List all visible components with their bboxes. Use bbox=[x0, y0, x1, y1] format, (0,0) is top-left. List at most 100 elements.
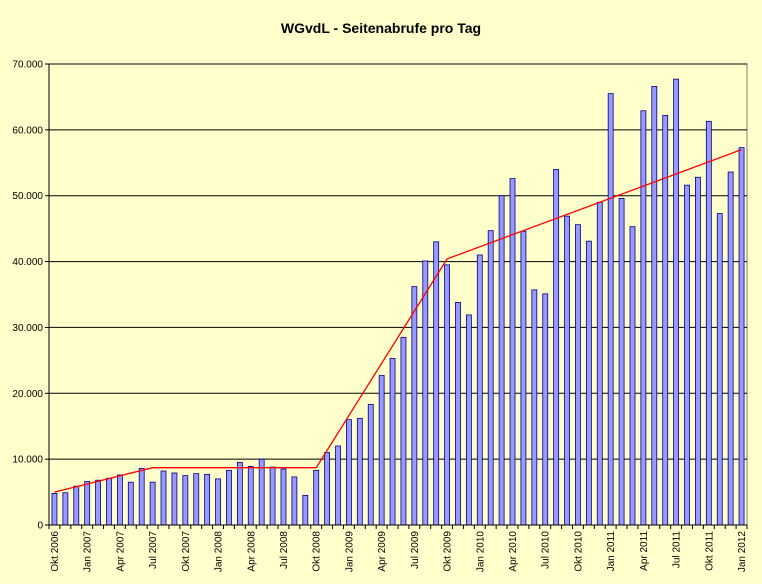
bar bbox=[705, 120, 712, 526]
bar bbox=[346, 419, 352, 526]
x-tick-label: Okt 2006 bbox=[50, 531, 61, 572]
bar bbox=[127, 481, 134, 526]
bar bbox=[335, 445, 341, 526]
bar bbox=[84, 481, 91, 526]
bar bbox=[433, 241, 440, 526]
bar bbox=[313, 469, 320, 526]
bar bbox=[684, 184, 690, 526]
x-tick-label: Jul 2011 bbox=[672, 531, 683, 569]
bar bbox=[280, 468, 287, 526]
bar bbox=[389, 357, 396, 526]
bar bbox=[367, 404, 374, 526]
x-tick-label: Jan 2011 bbox=[606, 531, 617, 572]
bar bbox=[422, 260, 429, 526]
bar bbox=[73, 485, 80, 526]
x-tick-label: Okt 2011 bbox=[704, 531, 715, 571]
bar bbox=[575, 224, 581, 526]
bar bbox=[193, 473, 200, 526]
bar bbox=[640, 110, 647, 526]
chart-title: WGvdL - Seitenabrufe pro Tag bbox=[280, 20, 482, 36]
bar bbox=[236, 462, 243, 526]
bar bbox=[651, 85, 658, 526]
x-tick-label: Apr 2010 bbox=[508, 531, 519, 572]
x-tick-label: Jan 2008 bbox=[214, 531, 225, 573]
bar bbox=[585, 240, 592, 526]
bar bbox=[215, 478, 221, 526]
bar bbox=[138, 467, 145, 526]
bar bbox=[324, 452, 331, 526]
bar bbox=[531, 289, 538, 526]
bar bbox=[476, 254, 483, 526]
bar bbox=[106, 477, 112, 526]
x-tick-label: Jan 2007 bbox=[83, 531, 94, 573]
bar bbox=[302, 494, 309, 526]
x-tick-label: Jan 2009 bbox=[344, 531, 355, 573]
x-tick-label: Okt 2008 bbox=[312, 531, 323, 572]
x-tick-label: Okt 2010 bbox=[573, 531, 584, 572]
x-tick-label: Apr 2008 bbox=[246, 531, 257, 572]
y-tick-label: 30.000 bbox=[12, 323, 43, 334]
bar bbox=[738, 147, 745, 526]
bar bbox=[553, 168, 560, 526]
bar bbox=[564, 215, 570, 526]
x-tick-label: Jul 2007 bbox=[148, 531, 159, 569]
bar bbox=[182, 475, 189, 526]
x-tick-label: Apr 2007 bbox=[115, 531, 126, 572]
bar bbox=[596, 201, 603, 526]
x-tick-label: Okt 2007 bbox=[181, 531, 192, 572]
bar bbox=[695, 176, 701, 526]
y-tick-label: 70.000 bbox=[12, 60, 43, 71]
y-tick-label: 20.000 bbox=[12, 389, 43, 400]
bar bbox=[520, 230, 527, 526]
x-axis-ticks: Okt 2006 Jan 2007 Apr 2007 Jul 2007 Okt 2007… bbox=[48, 525, 748, 573]
y-tick-label: 0 bbox=[37, 521, 43, 532]
bar bbox=[149, 481, 156, 526]
bar bbox=[62, 492, 69, 526]
bar bbox=[487, 230, 494, 526]
bar bbox=[171, 472, 178, 526]
bar bbox=[607, 93, 614, 526]
bar bbox=[291, 476, 298, 526]
bar bbox=[455, 301, 461, 526]
trend-line-layer bbox=[54, 149, 742, 493]
bar bbox=[269, 466, 276, 526]
bar bbox=[673, 78, 680, 526]
x-tick-label: Jul 2009 bbox=[410, 531, 421, 569]
x-tick-label: Jan 2010 bbox=[475, 531, 486, 573]
x-tick-label: Apr 2011 bbox=[639, 531, 650, 571]
x-tick-label: Okt 2009 bbox=[443, 531, 454, 572]
bar bbox=[618, 197, 625, 526]
bar bbox=[498, 195, 505, 526]
bar bbox=[116, 474, 123, 526]
bar bbox=[95, 479, 101, 526]
bar bbox=[465, 314, 472, 526]
bar bbox=[356, 417, 363, 526]
bar bbox=[247, 465, 254, 526]
bar bbox=[411, 286, 418, 526]
bar bbox=[51, 492, 58, 526]
bar bbox=[204, 473, 211, 526]
bar bbox=[509, 178, 516, 526]
y-tick-label: 40.000 bbox=[12, 257, 43, 268]
x-tick-label: Jul 2010 bbox=[541, 531, 552, 569]
bar bbox=[378, 375, 385, 526]
bar bbox=[226, 469, 232, 526]
bar bbox=[542, 293, 549, 526]
y-tick-label: 50.000 bbox=[12, 191, 43, 202]
x-tick-label: Apr 2009 bbox=[377, 531, 388, 572]
x-tick-label: Jan 2012 bbox=[737, 531, 748, 573]
y-tick-label: 10.000 bbox=[12, 455, 43, 466]
bar bbox=[629, 226, 636, 526]
bar bbox=[160, 470, 167, 526]
x-tick-label: Jul 2008 bbox=[279, 531, 290, 569]
trend-line bbox=[54, 149, 742, 493]
y-axis-ticks: 0 10.000 20.000 30.000 40.000 50.000 60.000 70.… bbox=[12, 60, 49, 532]
y-tick-label: 60.000 bbox=[12, 125, 43, 136]
bar bbox=[400, 336, 407, 526]
bar bbox=[258, 458, 265, 526]
bar bbox=[716, 213, 723, 526]
bar bbox=[444, 264, 450, 526]
bar bbox=[727, 171, 734, 526]
